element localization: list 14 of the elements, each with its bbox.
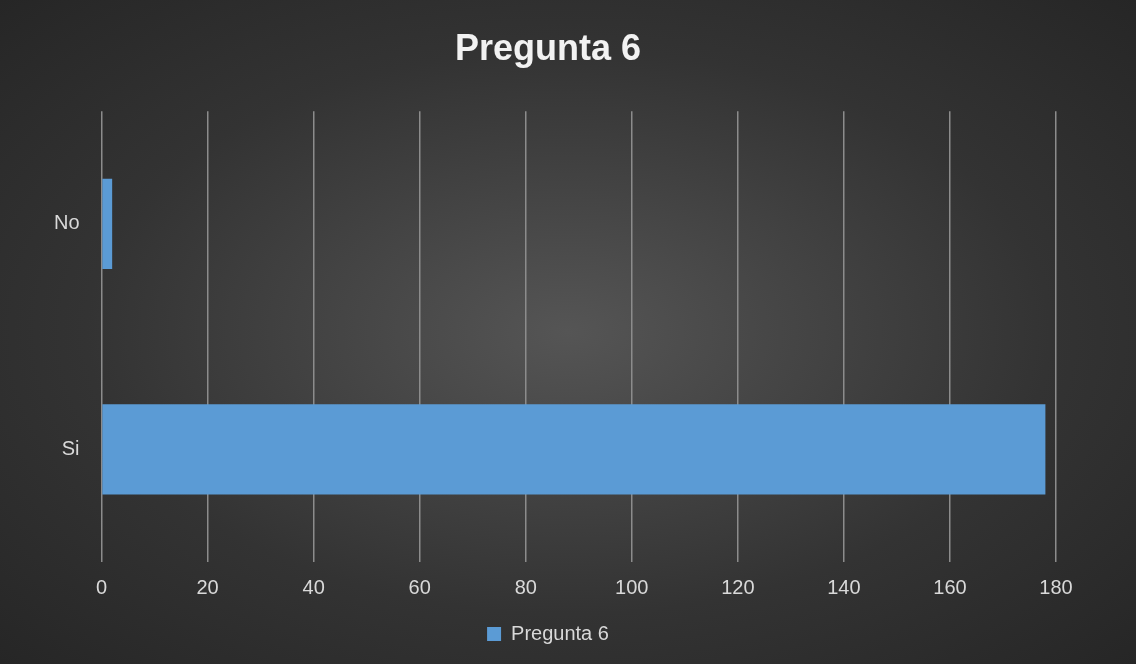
x-tick-label: 20 [196,575,219,598]
x-tick-label: 80 [514,575,537,598]
x-tick-label: 120 [721,575,755,598]
x-tick-label: 100 [615,575,649,598]
y-tick-label: No [53,211,80,234]
x-tick-label: 40 [302,575,325,598]
x-tick-label: 0 [96,575,108,598]
legend-label: Pregunta 6 [511,621,609,644]
x-tick-label: 180 [1039,575,1073,598]
x-tick-label: 140 [827,575,861,598]
y-tick-label: Si [61,436,80,459]
chart-title: Pregunta 6 [454,26,642,68]
x-tick-label: 60 [408,575,431,598]
x-tick-label: 160 [933,575,967,598]
